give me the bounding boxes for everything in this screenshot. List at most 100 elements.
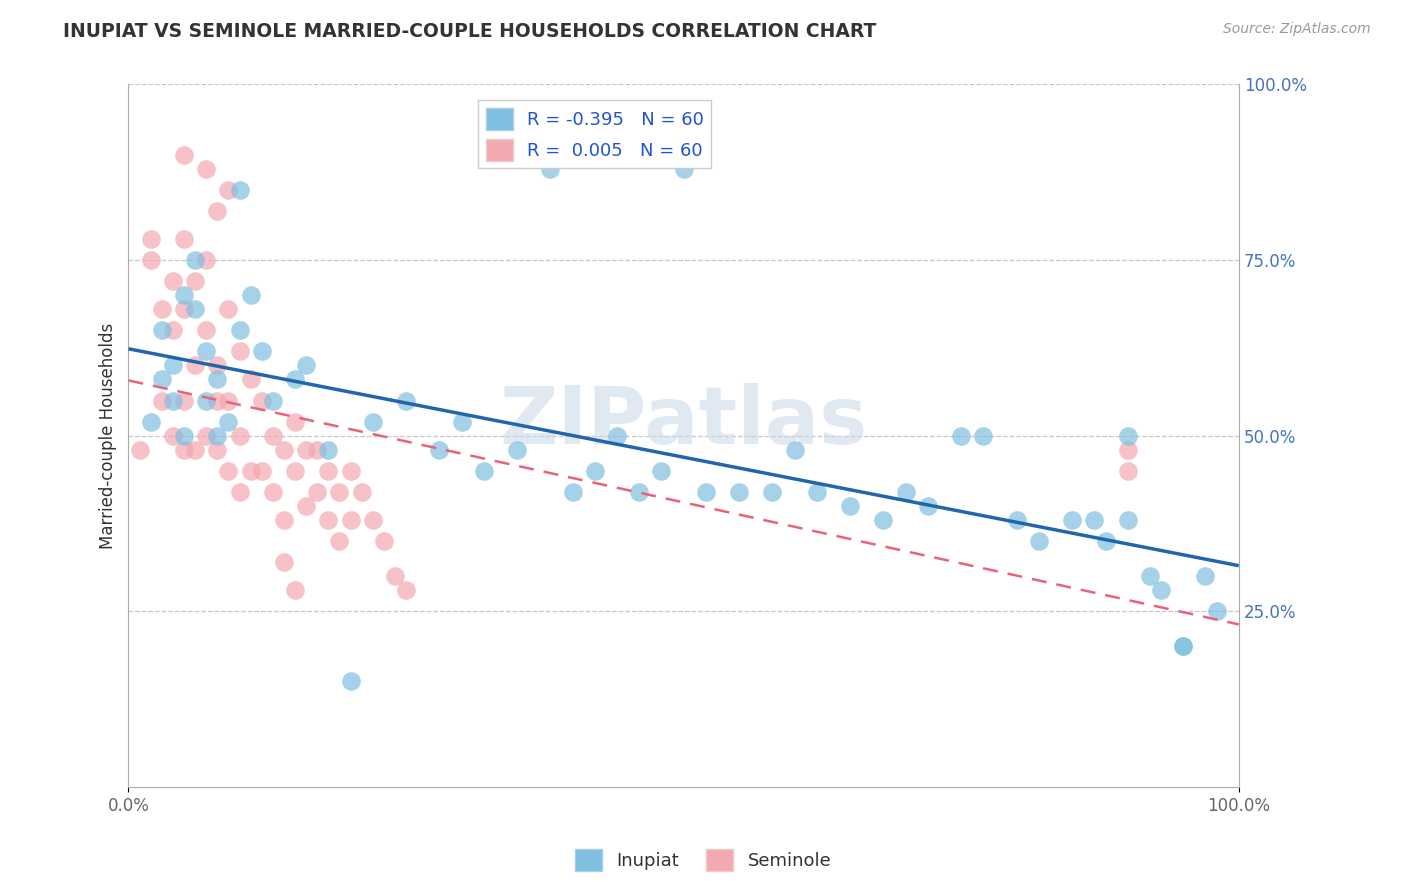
Point [839,499,862,513]
Point [217,415,239,429]
Point [561,484,583,499]
Point [695,484,717,499]
Point [195,344,218,359]
Point [239,372,262,386]
Point [284,372,307,386]
Point [650,464,672,478]
Point [162,323,184,337]
Point [239,288,262,302]
Point [318,513,340,527]
Point [427,442,450,457]
Point [150,323,173,337]
Point [1116,513,1139,527]
Point [583,464,606,478]
Point [173,442,195,457]
Point [1094,534,1116,549]
Point [1173,640,1195,654]
Point [606,428,628,442]
Legend: Inupiat, Seminole: Inupiat, Seminole [568,842,838,879]
Point [295,442,318,457]
Point [162,428,184,442]
Y-axis label: Married-couple Households: Married-couple Households [100,323,117,549]
Point [783,442,806,457]
Point [284,464,307,478]
Point [173,302,195,317]
Point [173,288,195,302]
Point [184,359,207,373]
Point [262,484,284,499]
Point [1139,569,1161,583]
Point [1083,513,1105,527]
Point [350,484,373,499]
Point [395,583,418,598]
Point [295,499,318,513]
Point [972,428,994,442]
Point [1194,569,1216,583]
Point [1116,464,1139,478]
Point [173,428,195,442]
Point [728,484,751,499]
Point [207,203,229,218]
Point [250,393,273,408]
Point [128,442,150,457]
Point [207,372,229,386]
Point [262,393,284,408]
Point [217,183,239,197]
Point [150,372,173,386]
Point [538,161,561,176]
Point [339,674,361,689]
Point [761,484,783,499]
Point [361,513,384,527]
Point [361,415,384,429]
Point [228,183,250,197]
Point [184,274,207,288]
Text: Source: ZipAtlas.com: Source: ZipAtlas.com [1223,22,1371,37]
Point [872,513,894,527]
Point [894,484,917,499]
Point [450,415,472,429]
Point [262,428,284,442]
Point [1005,513,1028,527]
Point [139,253,162,268]
Point [472,464,495,478]
Point [217,393,239,408]
Point [1205,604,1227,618]
Point [250,344,273,359]
Point [628,484,651,499]
Point [339,513,361,527]
Point [1062,513,1084,527]
Point [373,534,395,549]
Point [1150,583,1173,598]
Point [217,302,239,317]
Point [195,393,218,408]
Text: ZIPatlas: ZIPatlas [499,383,868,460]
Point [207,442,229,457]
Legend: R = -0.395   N = 60, R =  0.005   N = 60: R = -0.395 N = 60, R = 0.005 N = 60 [478,101,711,168]
Point [184,442,207,457]
Text: INUPIAT VS SEMINOLE MARRIED-COUPLE HOUSEHOLDS CORRELATION CHART: INUPIAT VS SEMINOLE MARRIED-COUPLE HOUSE… [63,22,877,41]
Point [295,359,318,373]
Point [284,415,307,429]
Point [173,393,195,408]
Point [195,323,218,337]
Point [184,302,207,317]
Point [195,161,218,176]
Point [217,464,239,478]
Point [228,484,250,499]
Point [162,359,184,373]
Point [1173,640,1195,654]
Point [273,555,295,569]
Point [173,147,195,161]
Point [173,232,195,246]
Point [395,393,418,408]
Point [506,442,529,457]
Point [806,484,828,499]
Point [1116,428,1139,442]
Point [207,428,229,442]
Point [184,253,207,268]
Point [228,428,250,442]
Point [250,464,273,478]
Point [273,442,295,457]
Point [139,415,162,429]
Point [328,484,350,499]
